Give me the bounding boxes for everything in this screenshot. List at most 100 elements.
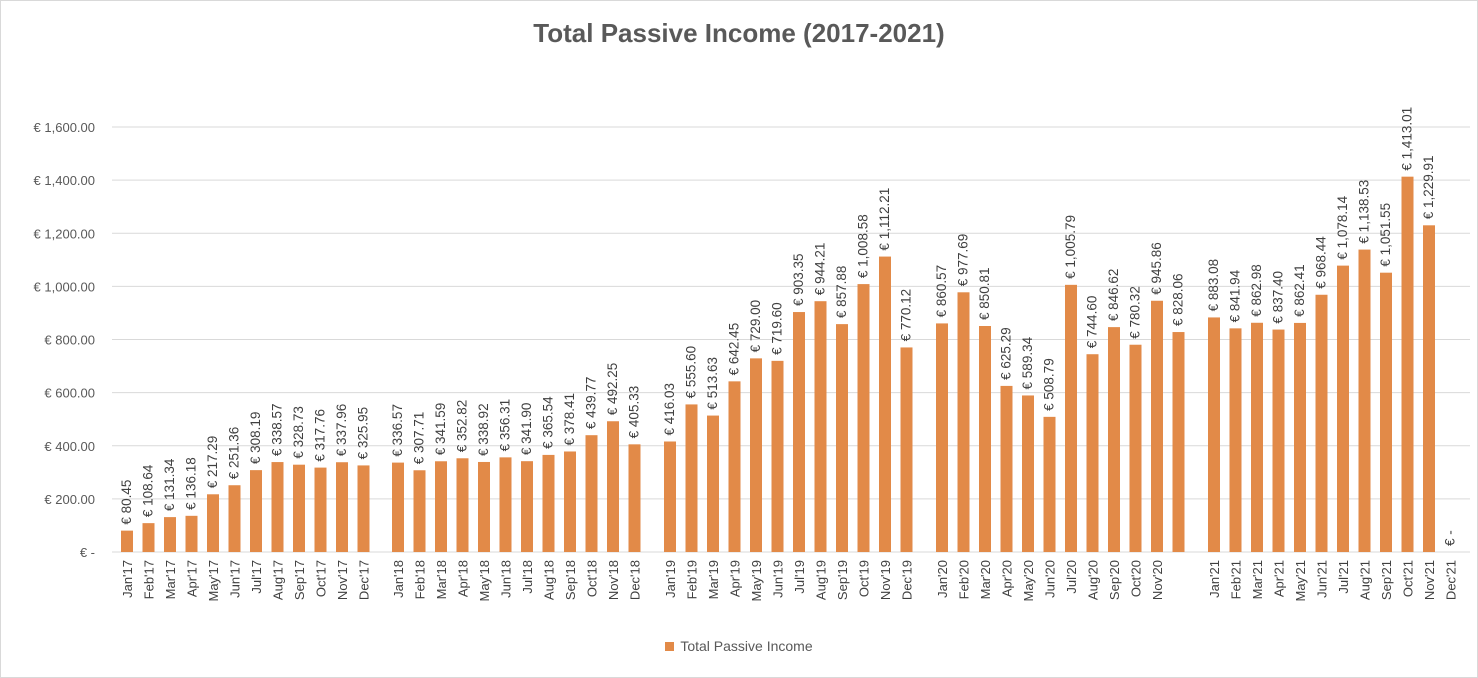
bar bbox=[564, 451, 576, 552]
bar bbox=[1172, 332, 1185, 552]
bar bbox=[585, 435, 598, 552]
x-tick-label: Mar'18 bbox=[434, 560, 449, 599]
x-tick-label: Nov'19 bbox=[878, 560, 893, 600]
bar bbox=[664, 441, 676, 552]
bar bbox=[542, 454, 555, 552]
bar bbox=[879, 256, 891, 552]
bar bbox=[413, 470, 426, 552]
chart-title: Total Passive Income (2017-2021) bbox=[533, 18, 945, 48]
data-label: € 555.60 bbox=[684, 346, 699, 399]
bar bbox=[121, 530, 133, 552]
bar bbox=[521, 461, 533, 552]
data-label: € 1,051.55 bbox=[1378, 203, 1393, 267]
x-tick-label: Jun'17 bbox=[228, 560, 243, 598]
bar bbox=[1129, 344, 1142, 552]
x-tick-label: Jul'18 bbox=[520, 560, 535, 594]
data-label: € 860.57 bbox=[934, 265, 949, 318]
y-tick-label: € 1,000.00 bbox=[34, 279, 95, 294]
data-label: € 356.31 bbox=[498, 399, 513, 452]
bar bbox=[392, 462, 404, 552]
x-tick-label: Oct'21 bbox=[1401, 560, 1416, 597]
bar bbox=[271, 462, 284, 552]
x-tick-label: May'18 bbox=[477, 560, 492, 602]
data-label: € 719.60 bbox=[770, 302, 785, 355]
x-tick-label: Aug'17 bbox=[271, 560, 286, 600]
data-label: € 317.76 bbox=[313, 409, 328, 462]
bar bbox=[357, 465, 370, 552]
data-label: € 492.25 bbox=[605, 363, 620, 416]
bar bbox=[1251, 322, 1263, 552]
bar bbox=[957, 292, 970, 552]
bar bbox=[499, 457, 512, 552]
data-label: € 945.86 bbox=[1149, 242, 1164, 295]
x-tick-label: Jun'18 bbox=[499, 560, 514, 598]
bar bbox=[228, 485, 241, 552]
y-tick-label: € 200.00 bbox=[44, 492, 95, 507]
data-label: € 308.19 bbox=[248, 412, 263, 465]
x-tick-label: Aug'20 bbox=[1086, 560, 1101, 600]
x-tick-label: May'21 bbox=[1293, 560, 1308, 602]
x-tick-label: Jan'18 bbox=[391, 560, 406, 598]
data-label: € 850.81 bbox=[977, 267, 992, 320]
data-label: € 338.92 bbox=[476, 403, 491, 456]
data-label: € 341.59 bbox=[433, 403, 448, 456]
bar bbox=[793, 312, 805, 552]
bar bbox=[771, 360, 784, 552]
bar bbox=[1229, 328, 1242, 552]
x-tick-label: May'20 bbox=[1021, 560, 1036, 602]
bar bbox=[142, 523, 155, 552]
x-tick-label: Feb'19 bbox=[685, 560, 700, 599]
data-label: € 1,229.91 bbox=[1421, 155, 1436, 219]
data-label: € 1,008.58 bbox=[856, 214, 871, 278]
bar bbox=[836, 324, 848, 552]
data-label: € 131.34 bbox=[162, 458, 177, 511]
bar bbox=[936, 323, 948, 552]
bar bbox=[185, 515, 198, 552]
bar bbox=[900, 347, 913, 552]
data-label: € 108.64 bbox=[141, 464, 156, 517]
data-label: € 341.90 bbox=[519, 403, 534, 456]
x-tick-label: Sep'20 bbox=[1107, 560, 1122, 600]
x-tick-label: Oct'19 bbox=[857, 560, 872, 597]
data-label: € 217.29 bbox=[205, 436, 220, 489]
x-tick-label: Feb'20 bbox=[957, 560, 972, 599]
x-tick-label: Dec'19 bbox=[900, 560, 915, 600]
x-tick-label: May'19 bbox=[749, 560, 764, 602]
data-label: € 336.57 bbox=[390, 404, 405, 457]
data-label: € 251.36 bbox=[227, 427, 242, 480]
x-tick-label: Jul'19 bbox=[792, 560, 807, 594]
data-label: € 968.44 bbox=[1314, 236, 1329, 289]
x-tick-label: Jun'19 bbox=[771, 560, 786, 598]
x-tick-label: Oct'20 bbox=[1129, 560, 1144, 597]
bar bbox=[1358, 249, 1371, 552]
x-tick-label: Mar'20 bbox=[978, 560, 993, 599]
y-tick-label: € 1,600.00 bbox=[34, 120, 95, 135]
data-label: € 642.45 bbox=[727, 323, 742, 376]
x-tick-label: Aug'21 bbox=[1358, 560, 1373, 600]
data-label: € - bbox=[1443, 530, 1458, 546]
x-tick-label: Mar'19 bbox=[706, 560, 721, 599]
data-label: € 508.79 bbox=[1042, 358, 1057, 411]
data-label: € 780.32 bbox=[1128, 286, 1143, 339]
bar bbox=[336, 462, 348, 552]
x-tick-label: Jul'20 bbox=[1064, 560, 1079, 594]
bar bbox=[1337, 265, 1349, 552]
x-tick-label: Jan'17 bbox=[120, 560, 135, 598]
bar bbox=[685, 404, 698, 552]
x-tick-label: Feb'17 bbox=[142, 560, 157, 599]
x-tick-label: Aug'19 bbox=[814, 560, 829, 600]
bar bbox=[1086, 354, 1099, 552]
bar bbox=[728, 381, 741, 552]
bar bbox=[607, 421, 619, 552]
data-label: € 862.41 bbox=[1292, 264, 1307, 317]
bar bbox=[628, 444, 641, 552]
bar bbox=[707, 415, 719, 552]
data-label: € 744.60 bbox=[1085, 296, 1100, 349]
x-tick-label: May'17 bbox=[206, 560, 221, 602]
data-label: € 337.96 bbox=[334, 404, 349, 457]
x-tick-label: Jun'21 bbox=[1315, 560, 1330, 598]
data-label: € 136.18 bbox=[184, 457, 199, 510]
bar bbox=[979, 326, 991, 552]
bar bbox=[293, 464, 305, 552]
